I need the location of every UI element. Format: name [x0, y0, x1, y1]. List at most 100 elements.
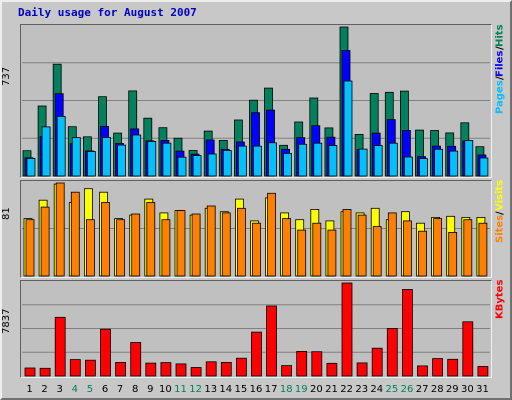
kbytes-bar-kbytes	[462, 321, 474, 377]
visits-bar-sites	[327, 229, 337, 277]
visits-bar-sites	[206, 205, 216, 277]
chart-title: Daily usage for August 2007	[18, 6, 197, 19]
visits-bar-sites	[312, 222, 322, 277]
visits-bar-sites	[116, 219, 125, 277]
kbytes-bar-kbytes	[356, 362, 368, 377]
day-tick-label: 1	[26, 384, 32, 395]
day-tick-label: 11	[174, 384, 187, 395]
hits-bar-pages	[237, 145, 247, 177]
visits-bar-sites	[55, 182, 65, 277]
hits-bar-pages	[87, 151, 96, 177]
hits-bar-pages	[162, 142, 172, 177]
visits-bar-sites	[252, 222, 261, 277]
hits-bar-pages	[434, 148, 444, 177]
kbytes-bar-kbytes	[386, 328, 398, 377]
kbytes-bar-kbytes	[220, 361, 232, 377]
kbytes-bar-kbytes	[39, 367, 51, 377]
visits-bar-sites	[357, 214, 367, 277]
hits-bar-pages	[192, 155, 202, 177]
visits-bar-sites	[297, 229, 307, 277]
day-tick-label: 27	[416, 384, 429, 395]
kbytes-bar-kbytes	[447, 358, 459, 377]
day-tick-label: 4	[72, 384, 78, 395]
day-tick-label: 5	[87, 384, 93, 395]
day-tick-label: 16	[250, 384, 263, 395]
hits-bar-pages	[449, 150, 459, 177]
visits-bar-sites	[146, 202, 156, 277]
kbytes-bar-kbytes	[432, 358, 444, 377]
visits-bar-sites	[101, 202, 110, 277]
kbytes-bar-kbytes	[100, 328, 111, 377]
kbytes-bar-kbytes	[85, 359, 96, 377]
kbytes-bar-kbytes	[190, 367, 202, 377]
kbytes-bar-kbytes	[296, 350, 308, 377]
visits-bar-sites	[221, 212, 231, 277]
hits-bar-pages	[358, 148, 368, 177]
day-tick-label: 23	[355, 384, 368, 395]
hits-bar-pages	[253, 145, 262, 177]
day-tick-label: 20	[310, 384, 323, 395]
day-tick-label: 26	[401, 384, 414, 395]
visits-bar-sites	[433, 218, 443, 277]
visits-bar-sites	[191, 213, 201, 277]
visits-bar-sites	[418, 230, 427, 277]
kbytes-bar-kbytes	[281, 365, 293, 377]
kbytes-bar-kbytes	[266, 305, 277, 377]
kbytes-bar-kbytes	[115, 361, 126, 377]
hits-bar-pages	[298, 143, 308, 177]
day-tick-label: 12	[189, 384, 202, 395]
day-tick-label: 29	[446, 384, 459, 395]
hits-bar-pages	[26, 157, 36, 177]
visits-bar-sites	[448, 231, 458, 277]
kbytes-bar-kbytes	[251, 331, 262, 377]
kbytes-bar-kbytes	[69, 359, 81, 377]
day-tick-label: 25	[386, 384, 399, 395]
kbytes-bar-kbytes	[24, 367, 36, 377]
kbytes-bar-kbytes	[401, 288, 413, 377]
hits-bar-pages	[388, 142, 398, 177]
day-tick-label: 8	[132, 384, 138, 395]
visits-bar-sites	[478, 222, 488, 277]
visits-bar-sites	[131, 213, 141, 277]
day-tick-label: 17	[265, 384, 278, 395]
day-tick-label: 21	[325, 384, 338, 395]
hits-bar-pages	[313, 142, 323, 177]
kbytes-bar-kbytes	[175, 363, 187, 377]
hits-bar-pages	[41, 126, 51, 177]
day-tick-label: 31	[476, 384, 489, 395]
hits-bar-pages	[479, 157, 489, 177]
day-tick-label: 9	[147, 384, 153, 395]
hits-bar-pages	[71, 137, 81, 177]
visits-bar-sites	[40, 206, 50, 277]
hits-bar-pages	[222, 150, 232, 177]
day-tick-label: 28	[431, 384, 444, 395]
hits-bar-pages	[177, 156, 187, 177]
hits-bar-pages	[419, 158, 428, 177]
visits-bar-sites	[372, 226, 382, 277]
visits-bar-sites	[176, 210, 186, 277]
day-tick-label: 3	[57, 384, 63, 395]
kbytes-bar-kbytes	[417, 365, 428, 377]
kbytes-bar-kbytes	[326, 362, 338, 377]
hits-bar-pages	[117, 144, 126, 177]
kbytes-bar-kbytes	[477, 366, 489, 377]
visits-bar-sites	[342, 208, 352, 277]
visits-bar-sites	[161, 219, 171, 277]
hits-bar-pages	[403, 156, 413, 177]
kbytes-bar-kbytes	[54, 316, 66, 377]
visits-bar-sites	[387, 212, 397, 277]
visits-bar-sites	[463, 219, 473, 277]
day-tick-label: 2	[41, 384, 47, 395]
hits-bar-pages	[268, 142, 277, 177]
day-tick-label: 19	[295, 384, 308, 395]
visits-bar-sites	[267, 192, 276, 277]
visits-bar-sites	[25, 219, 35, 277]
day-tick-label: 30	[461, 384, 474, 395]
hits-bar-pages	[147, 140, 157, 177]
hits-bar-pages	[102, 136, 111, 177]
day-tick-label: 18	[280, 384, 293, 395]
day-tick-label: 24	[370, 384, 383, 395]
kbytes-bar-kbytes	[371, 347, 383, 377]
day-tick-label: 15	[235, 384, 248, 395]
